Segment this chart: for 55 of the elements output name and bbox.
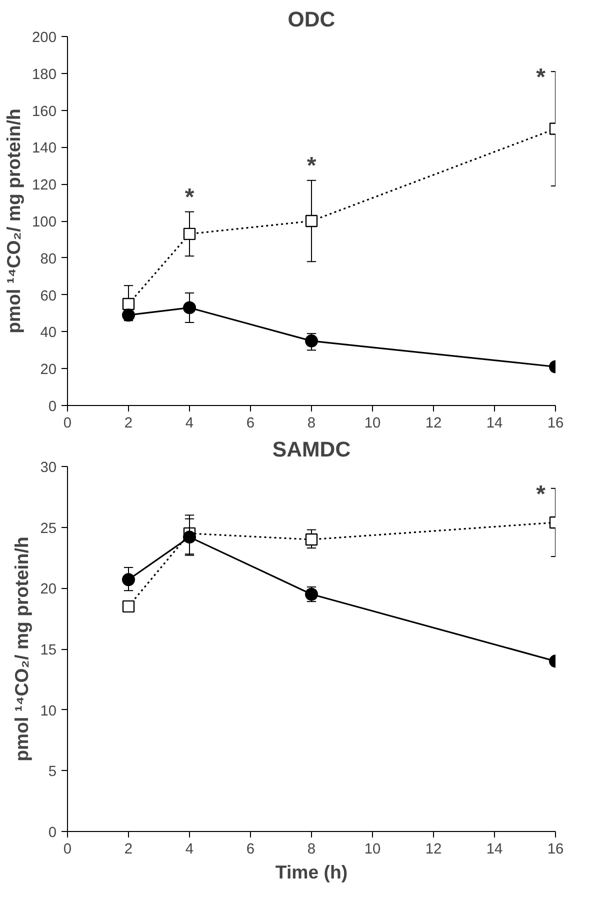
- y-tick-label: 40: [40, 325, 57, 342]
- point: [183, 530, 196, 544]
- point: [305, 334, 318, 348]
- x-tick-label: 16: [547, 416, 564, 432]
- point: [183, 228, 196, 240]
- x-tick-label: 8: [307, 416, 316, 432]
- x-axis-title: Time (h): [275, 862, 348, 882]
- y-tick-label: 20: [40, 362, 57, 378]
- x-tick-label: 14: [486, 842, 503, 858]
- y-tick-label: 15: [40, 642, 57, 658]
- x-tick-label: 0: [63, 416, 72, 432]
- point: [305, 214, 318, 228]
- point: [122, 600, 135, 613]
- y-tick-label: 140: [32, 140, 57, 157]
- y-tick-label: 160: [32, 104, 57, 120]
- point: [122, 308, 135, 322]
- x-tick-label: 10: [364, 842, 381, 858]
- x-tick-label: 0: [63, 842, 72, 858]
- y-axis-title: pmol ¹⁴CO₂/ mg protein/h: [11, 536, 32, 762]
- x-tick-label: 12: [425, 842, 442, 858]
- point: [122, 573, 135, 586]
- y-tick-label: 100: [32, 214, 57, 230]
- y-tick-label: 25: [40, 520, 57, 537]
- x-tick-label: 6: [246, 416, 255, 432]
- y-tick-label: 200: [32, 30, 57, 46]
- annotation: *: [536, 480, 546, 508]
- annotation: *: [536, 64, 546, 92]
- x-tick-label: 10: [364, 416, 381, 432]
- x-tick-label: 2: [124, 416, 133, 432]
- x-tick-label: 6: [246, 842, 255, 858]
- y-tick-label: 30: [40, 460, 57, 476]
- y-tick-label: 5: [48, 764, 57, 780]
- annotation: *: [184, 184, 195, 211]
- y-axis-title: pmol ¹⁴CO₂/ mg protein/h: [3, 108, 24, 334]
- annotation: *: [306, 152, 317, 180]
- y-tick-label: 10: [40, 703, 57, 720]
- y-tick-label: 0: [48, 825, 57, 841]
- x-tick-label: 8: [307, 842, 316, 858]
- y-tick-label: 0: [48, 399, 57, 415]
- x-tick-label: 12: [425, 416, 442, 432]
- chart-title: ODC: [288, 8, 336, 32]
- y-tick-label: 120: [32, 178, 57, 194]
- x-tick-label: 2: [124, 842, 133, 858]
- x-tick-label: 4: [185, 842, 194, 858]
- x-tick-label: 14: [486, 416, 503, 432]
- y-tick-label: 180: [32, 66, 57, 83]
- x-tick-label: 4: [185, 416, 194, 432]
- y-tick-label: 20: [40, 582, 57, 598]
- chart-title: SAMDC: [272, 438, 351, 462]
- x-tick-label: 16: [547, 842, 564, 858]
- y-tick-label: 60: [40, 288, 57, 304]
- point: [122, 298, 135, 310]
- point: [305, 533, 318, 546]
- point: [183, 301, 196, 314]
- y-tick-label: 80: [40, 251, 57, 268]
